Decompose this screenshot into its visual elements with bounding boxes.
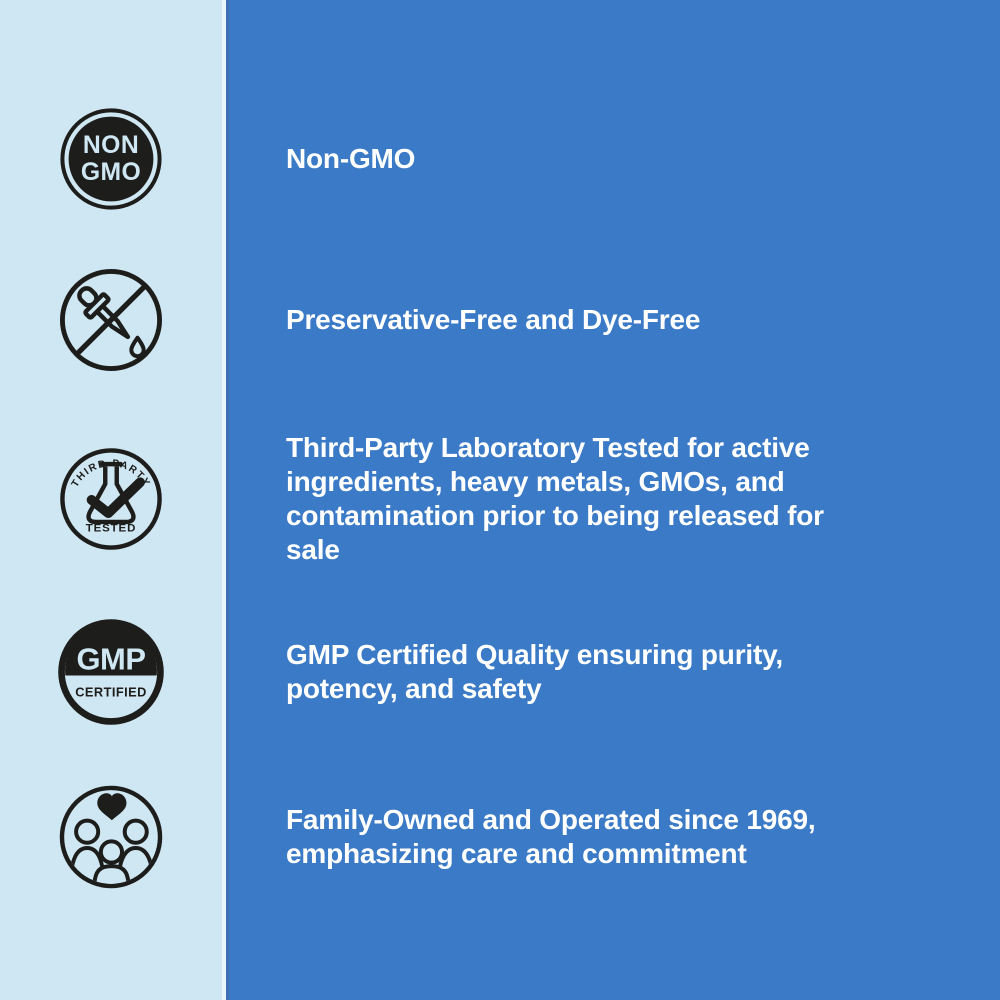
gmp-badge-text: GMP [76,641,145,676]
non-gmo-badge-text-line2: GMO [81,159,141,186]
feature-text-family-owned: Family-Owned and Operated since 1969, em… [286,804,816,869]
non-gmo-badge-text-line1: NON [83,132,139,159]
sidebar-divider-light [222,0,226,1000]
feature-text-non-gmo: Non-GMO [286,143,416,174]
heart-glyph [97,793,127,821]
feature-row-third-party-tested: THIRD PARTY TESTED Third-Party Laborator… [0,414,1000,584]
third-party-tested-text: TESTED [86,523,137,535]
feature-row-non-gmo: NON GMO Non-GMO [0,74,1000,244]
family-heart-icon [59,785,163,889]
feature-row-preservative-free: Preservative-Free and Dye-Free [0,235,1000,405]
non-gmo-badge-icon: NON GMO [60,108,162,210]
feature-row-gmp-certified: GMP CERTIFIED GMP Certified Quality ensu… [0,587,1000,757]
gmp-certified-icon: GMP CERTIFIED [58,619,164,725]
third-party-tested-icon: THIRD PARTY TESTED [60,448,162,550]
no-dropper-icon [59,268,163,372]
feature-row-family-owned: Family-Owned and Operated since 1969, em… [0,752,1000,922]
feature-text-gmp-certified: GMP Certified Quality ensuring purity, p… [286,639,783,704]
gmp-certified-text: CERTIFIED [75,685,147,700]
feature-text-third-party-tested: Third-Party Laboratory Tested for active… [286,432,824,565]
feature-text-preservative-free: Preservative-Free and Dye-Free [286,304,701,335]
sidebar-divider-dark [226,0,229,1000]
